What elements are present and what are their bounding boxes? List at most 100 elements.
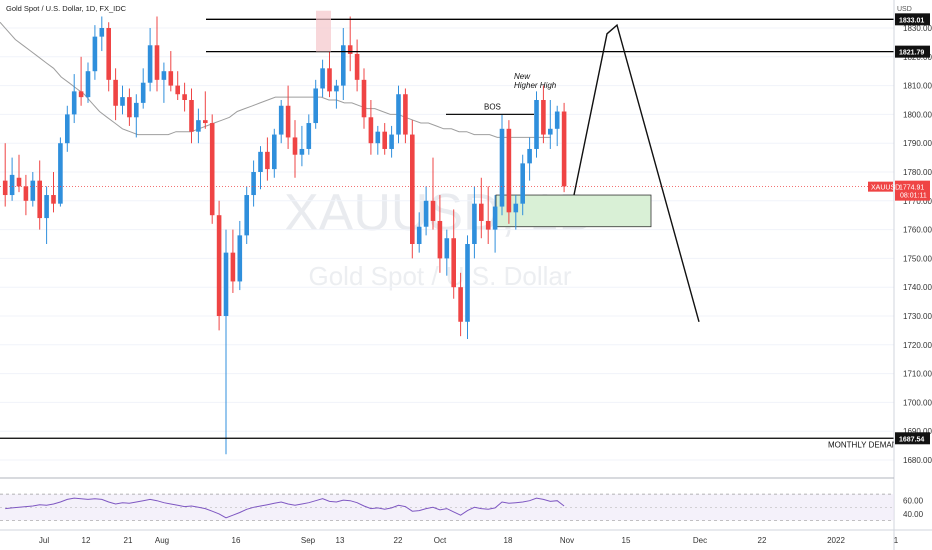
candle-body <box>278 105 284 135</box>
candle-body <box>299 148 305 155</box>
candle-body <box>147 45 153 83</box>
price-tick-label: 1710.00 <box>903 370 932 379</box>
level-price-tag <box>895 45 930 58</box>
price-tick-label: 1680.00 <box>903 456 932 465</box>
time-tick-label: Dec <box>693 536 707 545</box>
candle-body <box>520 163 525 204</box>
candle-body <box>23 186 29 201</box>
candle-body <box>37 180 42 219</box>
candle-body <box>189 100 194 132</box>
candle-body <box>99 28 105 37</box>
current-price-countdown: 08:01:11 <box>900 193 927 200</box>
candle-body <box>2 180 8 196</box>
price-tick-label: 1830.00 <box>903 24 932 33</box>
level-price-label: 1687.54 <box>899 436 924 443</box>
candle-body <box>347 45 353 54</box>
moving-average-line <box>0 21 551 138</box>
time-tick-label: 21 <box>124 536 133 545</box>
price-tick-label: 1750.00 <box>903 254 932 263</box>
time-axis[interactable]: Jul 12 21 Aug 16 Sep 13 22 Oct 18 Nov 15 Dec 22 2022 1 <box>39 536 899 545</box>
time-tick-label: 22 <box>758 536 767 545</box>
candle-body <box>423 200 429 227</box>
price-axis-background <box>894 0 932 550</box>
time-tick-label: Sep <box>301 536 316 545</box>
time-tick-label: Oct <box>434 536 447 545</box>
candle-body <box>244 195 249 236</box>
time-tick-label: Jul <box>39 536 49 545</box>
candle-body <box>541 100 546 135</box>
candle-body <box>237 235 243 282</box>
candle-body <box>479 203 484 221</box>
current-price-value: 1774.91 <box>899 185 924 192</box>
candle-body <box>85 71 91 98</box>
candle-body <box>65 114 70 144</box>
candle-body <box>382 131 387 149</box>
candle-body <box>251 172 256 196</box>
candle-body <box>78 91 84 98</box>
candle-body <box>71 91 77 115</box>
level-price-label: 1821.79 <box>899 50 924 57</box>
bos-label: BOS <box>484 102 501 111</box>
time-tick-label: 15 <box>622 536 631 545</box>
candle-body <box>168 71 174 86</box>
time-tick-label: 18 <box>504 536 513 545</box>
candle-body <box>92 36 98 72</box>
candle-body <box>9 174 15 196</box>
price-tick-label: 1720.00 <box>903 341 932 350</box>
candle-body <box>120 97 125 106</box>
price-tick-label: 1790.00 <box>903 139 932 148</box>
moving-average-path <box>0 21 551 138</box>
candle-body <box>410 134 415 244</box>
candle-body <box>30 180 36 201</box>
candle-body <box>403 94 408 135</box>
projection-path <box>573 23 700 322</box>
new-higher-high-label-2: Higher High <box>514 81 557 90</box>
candle-body <box>458 287 463 322</box>
candle-body <box>389 134 394 149</box>
candle-body <box>306 123 312 149</box>
candle-body <box>140 82 146 103</box>
candle-body <box>154 45 160 80</box>
price-tick-label: 1690.00 <box>903 427 932 436</box>
time-tick-label: 1 <box>894 536 899 545</box>
candle-body <box>485 220 491 230</box>
price-axis-labels: 1833.01 1821.79 1687.54 1774.9108:01:11XAUU… <box>868 13 930 445</box>
candle-body <box>223 252 229 316</box>
candle-body <box>437 220 443 259</box>
candle-body <box>209 123 215 216</box>
price-tick-label: 1700.00 <box>903 398 932 407</box>
level-price-label: 1833.01 <box>899 17 924 24</box>
candle-body <box>527 148 532 164</box>
current-price-tag <box>895 180 930 201</box>
candle-body <box>230 252 236 282</box>
candle-body <box>51 195 56 204</box>
rsi-line <box>5 497 565 519</box>
candle-body <box>196 120 201 132</box>
candle-body <box>451 238 456 288</box>
candlestick-series <box>2 16 567 455</box>
candle-body <box>354 53 360 80</box>
candle-body <box>375 131 381 144</box>
price-tick-label: 1740.00 <box>903 283 932 292</box>
time-tick-label: Aug <box>155 536 169 545</box>
candle-body <box>58 143 63 204</box>
candle-body <box>472 203 477 244</box>
candle-body <box>513 203 519 213</box>
chart-title: Gold Spot / U.S. Dollar, 1D, FX_IDC <box>6 4 127 13</box>
level-price-tag <box>895 432 930 445</box>
candle-body <box>368 117 374 144</box>
price-tick-label: 1800.00 <box>903 110 932 119</box>
candle-body <box>554 111 560 129</box>
candle-body <box>44 195 49 219</box>
candle-body <box>161 71 167 80</box>
price-tick-label: 1770.00 <box>903 197 932 206</box>
level-price-tag <box>895 13 930 26</box>
rsi-pane: 60.00 40.00 <box>0 493 924 521</box>
candle-body <box>127 97 132 118</box>
candle-body <box>272 134 277 170</box>
time-tick-label: 12 <box>82 536 91 545</box>
candle-body <box>499 128 505 207</box>
demand-zone <box>495 194 652 228</box>
